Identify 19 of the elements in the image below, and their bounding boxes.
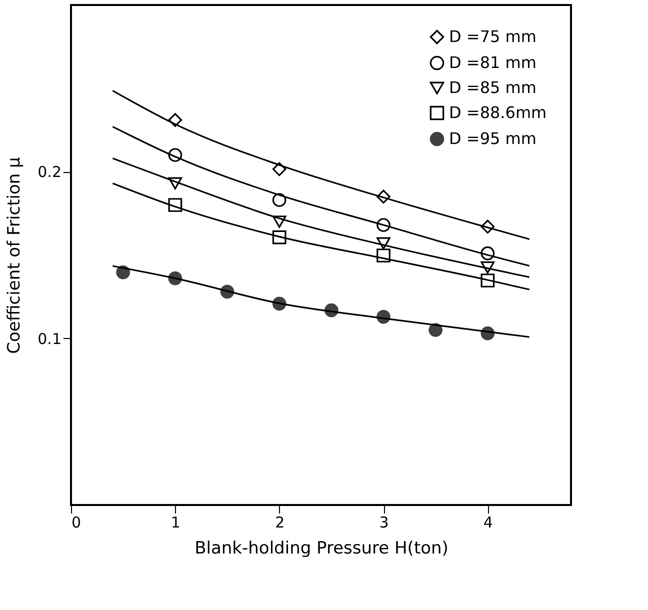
line-series xyxy=(112,158,530,278)
x-axis-title: Blank-holding Pressure H(ton) xyxy=(194,538,448,558)
x-tick-label: 2 xyxy=(275,514,285,532)
y-tick-label: 0.2 xyxy=(38,163,62,182)
y-axis-title: Coefficient of Friction μ xyxy=(4,156,25,354)
legend-label: D =81 mm xyxy=(449,53,536,72)
point xyxy=(428,323,443,337)
legend-label: D =85 mm xyxy=(449,78,536,97)
x-tick-label: 1 xyxy=(170,514,180,532)
x-tick-label: 3 xyxy=(379,514,389,532)
point xyxy=(272,162,286,176)
y-tick-label: 0.1 xyxy=(38,330,62,348)
legend-label: D =75 mm xyxy=(449,27,536,46)
legend-label: D =88.6mm xyxy=(449,103,547,122)
line-series xyxy=(112,182,530,290)
point xyxy=(272,193,286,207)
x-tick-label: 0 xyxy=(72,514,82,532)
x-tick-label: 4 xyxy=(483,514,493,532)
legend-label: D =95 mm xyxy=(449,129,536,148)
